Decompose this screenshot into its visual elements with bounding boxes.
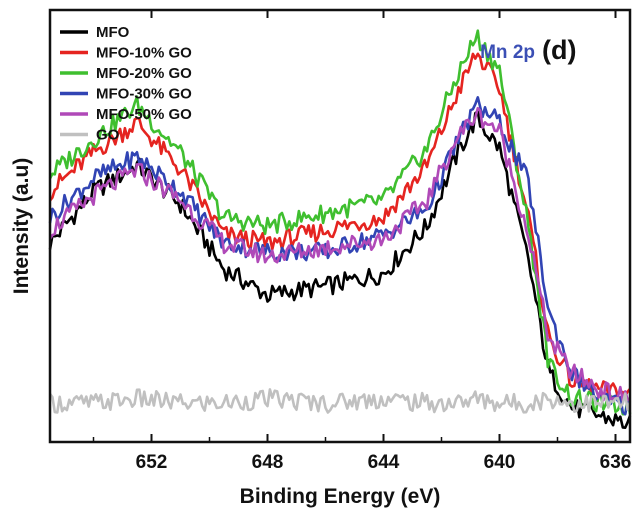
x-tick-label-3: 640: [484, 452, 516, 473]
legend-label-0: MFO: [96, 24, 130, 41]
x-tick-label-1: 648: [252, 452, 284, 473]
series-line-4: [48, 106, 631, 403]
x-axis-title: Binding Energy (eV): [240, 485, 441, 508]
legend-label-2: MFO-20% GO: [96, 65, 192, 82]
y-axis-title: Intensity (a.u): [10, 158, 33, 295]
legend-label-3: MFO-30% GO: [96, 86, 192, 103]
series-lines: [48, 29, 632, 430]
x-tick-labels: 652 648 644 640 636: [136, 452, 632, 473]
legend-label-5: GO: [96, 127, 120, 144]
plot-frame: [48, 8, 632, 444]
legend-label-4: MFO-50% GO: [96, 106, 192, 123]
x-tick-label-0: 652: [136, 452, 168, 473]
annotation-mn2p: Mn 2p: [480, 42, 535, 63]
series-line-5: [48, 388, 632, 414]
series-line-3: [48, 96, 631, 416]
series-line-2: [48, 29, 632, 416]
legend: MFO MFO-10% GO MFO-20% GO MFO-30% GO MFO-50%…: [60, 24, 192, 144]
series-line-0: [48, 110, 632, 430]
legend-label-1: MFO-10% GO: [96, 45, 192, 62]
series-line-1: [48, 52, 632, 403]
x-tick-label-4: 636: [600, 452, 632, 473]
annotation-panel-d: (d): [542, 35, 576, 65]
x-ticks: [92, 10, 617, 442]
x-tick-label-2: 644: [368, 452, 400, 473]
